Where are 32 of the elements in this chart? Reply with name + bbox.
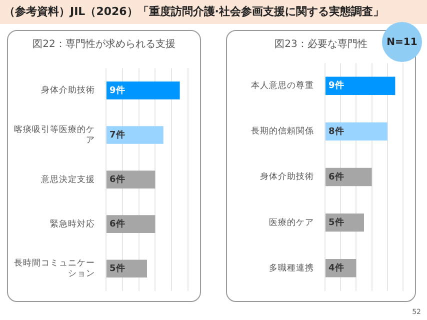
bar (106, 82, 180, 100)
bar (106, 126, 164, 144)
data-label: 6件 (328, 171, 344, 182)
y-tick-label: 意思決定支援 (40, 174, 95, 185)
data-label: 9件 (110, 84, 125, 96)
text: N=11 (382, 22, 422, 62)
y-tick-label: 長期的信頼関係 (251, 126, 314, 137)
y-tick-label: 緊急時対応 (50, 218, 95, 230)
chart-title: 図23：必要な専門性 (274, 39, 368, 50)
data-label: 7件 (110, 129, 125, 140)
data-label: 4件 (328, 262, 344, 274)
y-tick-label: 医療的ケア (269, 216, 314, 228)
chart-title: 図22：専門性が求められる支援 (32, 38, 176, 51)
y-tick-label: 身体介助技術 (260, 171, 314, 182)
y-tick-label: 長時間コミュニケーション (14, 258, 95, 279)
data-label: 5件 (328, 216, 344, 228)
bar (106, 260, 147, 278)
bar (326, 76, 396, 95)
bar (326, 168, 372, 186)
bar (106, 215, 156, 233)
data-label: 8件 (328, 126, 344, 137)
bar (106, 170, 156, 188)
bar (326, 122, 388, 141)
y-tick-label: 喀痰吸引等医療的ケア (14, 124, 95, 146)
text: （参考資料）JIL（2026）「重度訪問介護·社会参画支援に関する実態調査」 (0, 0, 427, 24)
y-tick-label: 多職種連携 (269, 262, 314, 274)
y-tick-label: 本人意思の尊重 (251, 80, 314, 92)
data-label: 6件 (110, 174, 125, 185)
data-label: 6件 (110, 218, 125, 230)
data-label: 9件 (328, 80, 344, 92)
data-label: 5件 (110, 262, 125, 274)
y-tick-label: 身体介助技術 (41, 84, 95, 96)
